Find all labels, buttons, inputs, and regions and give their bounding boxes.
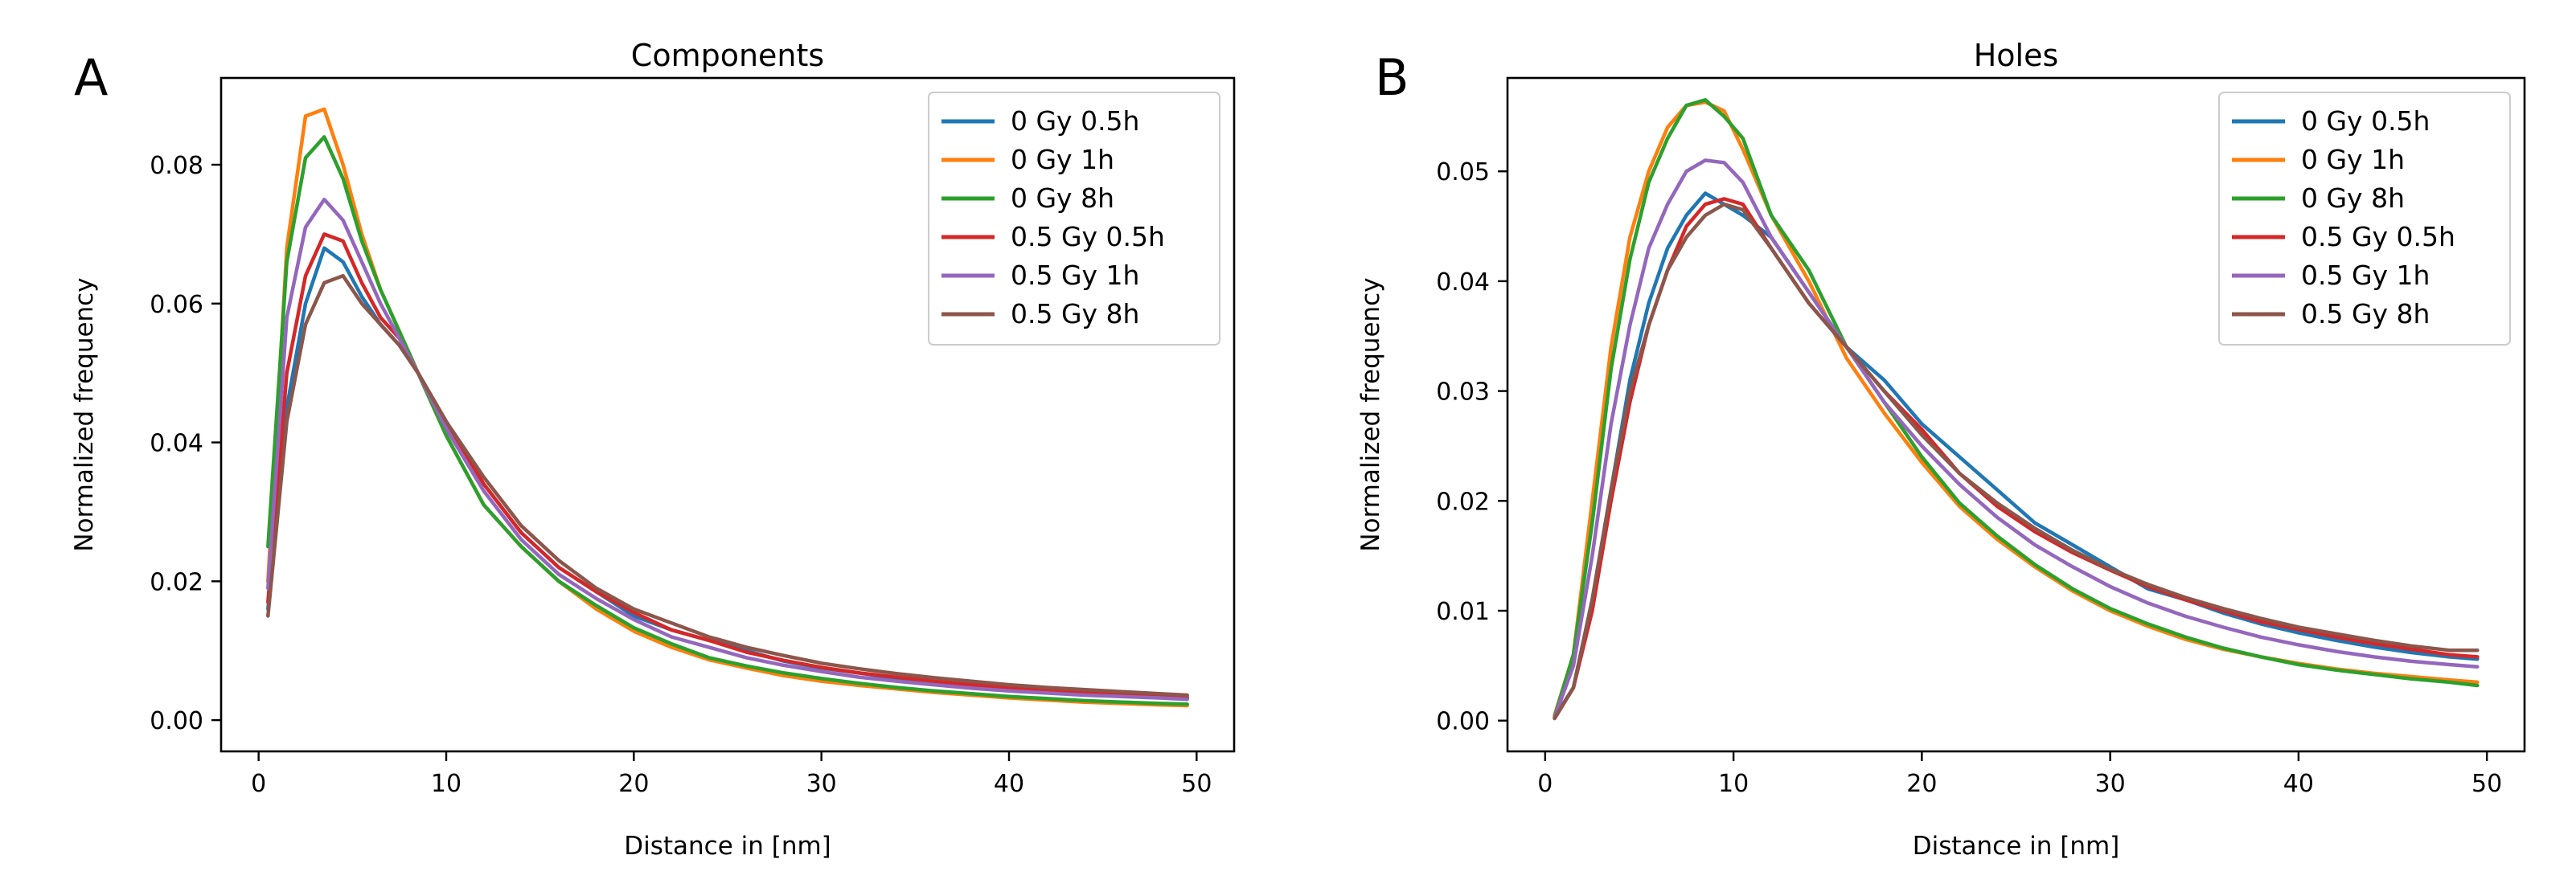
- x-tick-label: 40: [2283, 770, 2314, 798]
- x-tick-label: 20: [1906, 770, 1937, 798]
- y-tick-label: 0.02: [1436, 488, 1490, 516]
- x-tick-label: 20: [618, 770, 649, 798]
- x-tick-label: 10: [1718, 770, 1749, 798]
- series-line-4: [266, 232, 1189, 699]
- chart-title: Components: [631, 38, 824, 73]
- series-line-5: [1553, 158, 2480, 719]
- legend-entry: 0.5 Gy 8h: [1011, 298, 1139, 329]
- x-tick-label: 0: [1537, 770, 1553, 798]
- y-tick-label: 0.08: [150, 152, 203, 180]
- legend-entry: 0 Gy 8h: [1011, 182, 1114, 214]
- y-tick-label: 0.00: [150, 707, 203, 735]
- legend-entry: 0 Gy 0.5h: [1011, 105, 1139, 137]
- y-tick-label: 0.03: [1436, 378, 1490, 407]
- y-tick-label: 0.00: [1436, 708, 1490, 736]
- legend-entry: 0 Gy 0.5h: [2301, 105, 2430, 137]
- series-line-6: [266, 273, 1189, 698]
- x-tick-label: 50: [1181, 770, 1212, 798]
- y-axis-label: Normalized frequency: [70, 277, 99, 551]
- x-tick-label: 40: [994, 770, 1024, 798]
- panel-letter: A: [74, 48, 108, 107]
- x-axis-label: Distance in [nm]: [1913, 832, 2120, 861]
- y-tick-label: 0.01: [1436, 598, 1490, 626]
- plot-frame: [1506, 76, 2526, 753]
- y-tick-label: 0.04: [1436, 268, 1490, 297]
- series-line-1: [1553, 191, 2480, 719]
- x-tick-label: 30: [2095, 770, 2126, 798]
- legend-entry: 0.5 Gy 1h: [1011, 260, 1139, 291]
- legend-entry: 0.5 Gy 0.5h: [1011, 221, 1165, 252]
- y-axis-label: Normalized frequency: [1356, 277, 1385, 551]
- legend-entry: 0.5 Gy 1h: [2301, 260, 2430, 291]
- legend: 0 Gy 0.5h 0 Gy 1h 0 Gy 8h 0.5 Gy 0.5h 0.5 Gy…: [2218, 92, 2511, 346]
- series-group: [266, 107, 1189, 708]
- y-tick-label: 0.04: [150, 430, 203, 458]
- series-line-3: [266, 135, 1189, 706]
- y-tick-label: 0.05: [1436, 158, 1490, 186]
- x-tick-label: 10: [431, 770, 461, 798]
- legend-entry: 0.5 Gy 0.5h: [2301, 221, 2455, 252]
- series-line-5: [266, 197, 1189, 702]
- series-group: [1553, 98, 2480, 721]
- y-tick-label: 0.06: [150, 291, 203, 319]
- x-tick-label: 50: [2471, 770, 2502, 798]
- chart-title: Holes: [1974, 38, 2059, 73]
- plot-frame: [219, 76, 1236, 753]
- panel-letter: B: [1375, 48, 1409, 107]
- x-tick-label: 0: [251, 770, 266, 798]
- legend-entry: 0 Gy 8h: [2301, 182, 2405, 214]
- panel-a: A Components 0 10 20 30 40 50 0.00 0.02 0.04 0.06 0.…: [70, 38, 1236, 861]
- legend: 0 Gy 0.5h 0 Gy 1h 0 Gy 8h 0.5 Gy 0.5h 0.5 Gy…: [928, 92, 1220, 346]
- legend-box: [2218, 92, 2511, 346]
- x-tick-label: 30: [806, 770, 837, 798]
- legend-box: [928, 92, 1220, 346]
- x-axis-label: Distance in [nm]: [624, 832, 831, 861]
- panel-b: B Holes 0 10 20 30 40 50 0.00 0.01 0.02 0.03 0.04 0.0…: [1356, 38, 2526, 861]
- series-line-3: [1553, 98, 2480, 718]
- series-line-6: [1553, 202, 2480, 721]
- y-tick-label: 0.02: [150, 568, 203, 596]
- legend-entry: 0 Gy 1h: [1011, 144, 1114, 175]
- legend-entry: 0.5 Gy 8h: [2301, 298, 2430, 329]
- legend-entry: 0 Gy 1h: [2301, 144, 2405, 175]
